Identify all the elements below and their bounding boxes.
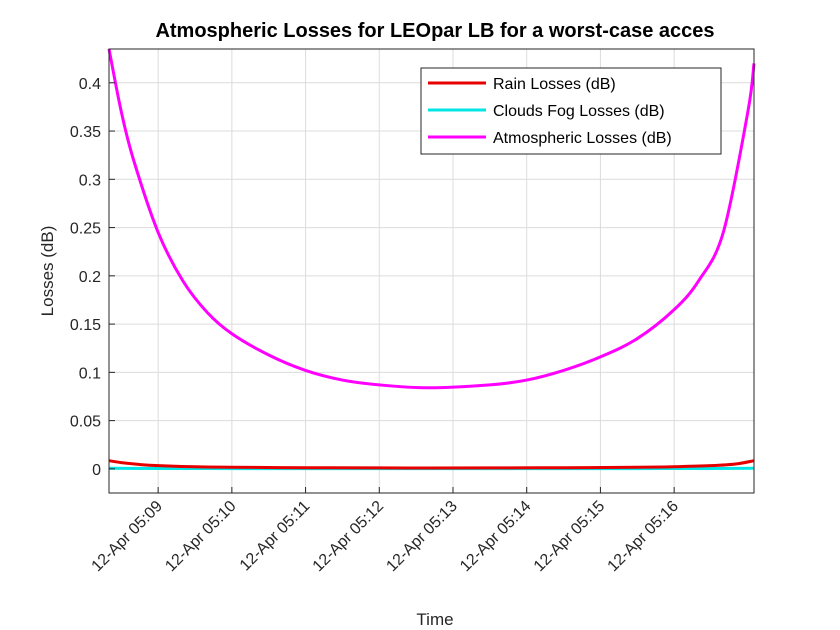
plot-frame [108, 48, 755, 494]
x-tick-label: 12-Apr 05:13 [383, 498, 461, 576]
x-tick-label: 12-Apr 05:11 [237, 498, 314, 575]
y-tick-label: 0.3 [79, 172, 101, 189]
legend-label-clouds-fog: Clouds Fog Losses (dB) [493, 103, 665, 120]
x-tick-label: 12-Apr 05:10 [162, 498, 240, 576]
chart-title: Atmospheric Losses for LEOpar LB for a w… [155, 20, 714, 42]
x-axis-label: Time [416, 610, 453, 629]
legend: Rain Losses (dB) Clouds Fog Losses (dB) … [420, 67, 722, 155]
x-tick-label: 12-Apr 05:16 [605, 498, 683, 576]
series-atmospheric-losses [107, 48, 756, 390]
y-tick-label: 0 [92, 462, 101, 479]
x-tick-label: 12-Apr 05:09 [89, 498, 167, 576]
plot-lines [107, 48, 756, 471]
x-tick-label: 12-Apr 05:14 [457, 498, 535, 576]
y-tick-label: 0.05 [70, 414, 101, 431]
y-tick-label: 0.4 [79, 76, 101, 93]
series-rain-losses [108, 459, 755, 470]
legend-label-atmospheric: Atmospheric Losses (dB) [493, 130, 672, 147]
y-tick-label: 0.1 [79, 365, 101, 382]
x-tick-label: 12-Apr 05:15 [531, 498, 609, 576]
x-tick-label: 12-Apr 05:12 [310, 498, 388, 576]
grid [109, 49, 754, 493]
y-tick-label: 0.25 [70, 221, 101, 238]
y-tick-label: 0.15 [70, 317, 101, 334]
axes [108, 48, 755, 494]
legend-label-rain: Rain Losses (dB) [493, 76, 616, 93]
y-tick-labels: 0 0.05 0.1 0.15 0.2 0.25 0.3 0.35 0.4 [70, 76, 101, 479]
y-axis-label: Losses (dB) [38, 226, 57, 317]
y-tick-label: 0.35 [70, 124, 101, 141]
y-tick-label: 0.2 [79, 269, 101, 286]
